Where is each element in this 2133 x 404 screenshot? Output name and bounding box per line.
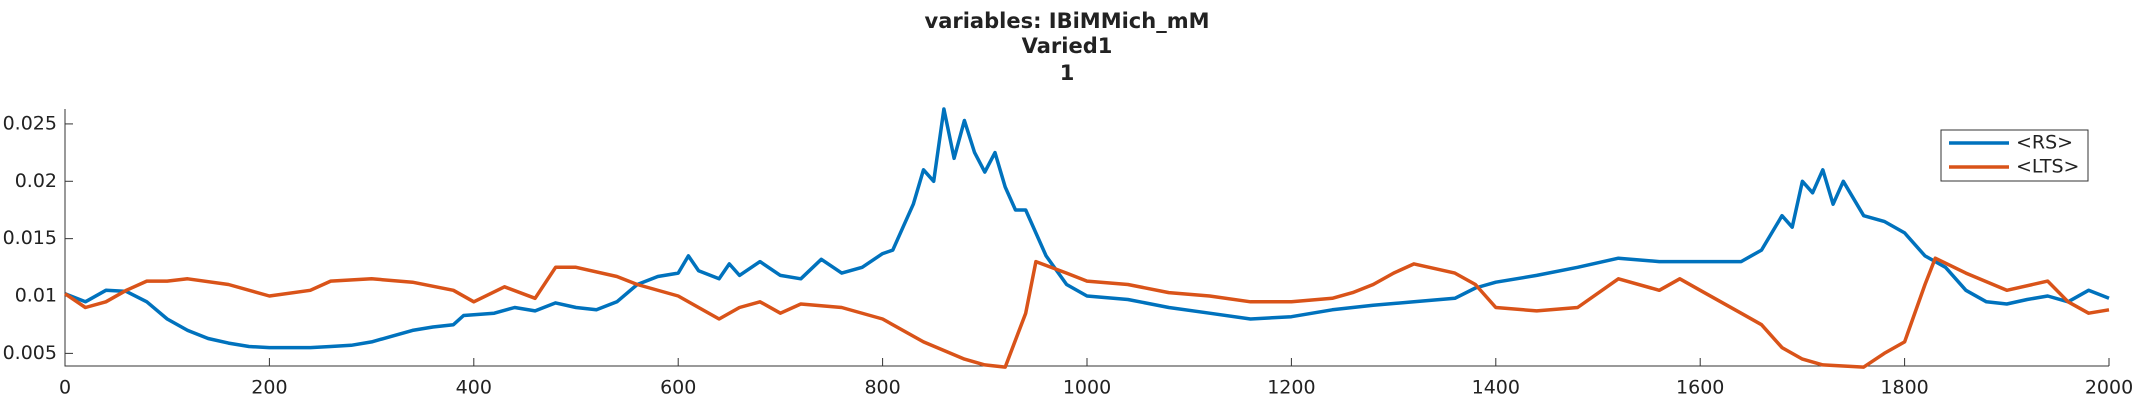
chart-title: variables: IBiMMich_mM xyxy=(925,9,1210,33)
chart-subtitle: Varied1 xyxy=(1022,34,1113,58)
x-tick-label: 1600 xyxy=(1676,377,1724,399)
y-tick-label: 0.01 xyxy=(15,285,57,307)
x-tick-label: 1000 xyxy=(1063,377,1111,399)
legend-label: <LTS> xyxy=(2016,156,2079,178)
x-tick-label: 2000 xyxy=(2085,377,2133,399)
y-tick-label: 0.005 xyxy=(3,342,57,364)
x-tick-label: 1200 xyxy=(1267,377,1315,399)
legend-label: <RS> xyxy=(2016,132,2073,154)
x-tick-label: 600 xyxy=(660,377,696,399)
x-tick-label: 1400 xyxy=(1472,377,1520,399)
x-tick-label: 400 xyxy=(456,377,492,399)
line xyxy=(64,107,2110,350)
y-tick-label: 0.025 xyxy=(3,112,57,134)
line xyxy=(64,256,2110,369)
legend-box xyxy=(1940,129,2089,182)
x-tick-label: 200 xyxy=(251,377,287,399)
x-tick-label: 0 xyxy=(59,377,71,399)
chart-subtitle: 1 xyxy=(1060,61,1075,85)
y-tick-label: 0.015 xyxy=(3,227,57,249)
y-tick-label: 0.02 xyxy=(15,170,57,192)
x-tick-label: 800 xyxy=(864,377,900,399)
axis xyxy=(64,109,2109,367)
x-tick-label: 1800 xyxy=(1880,377,1928,399)
